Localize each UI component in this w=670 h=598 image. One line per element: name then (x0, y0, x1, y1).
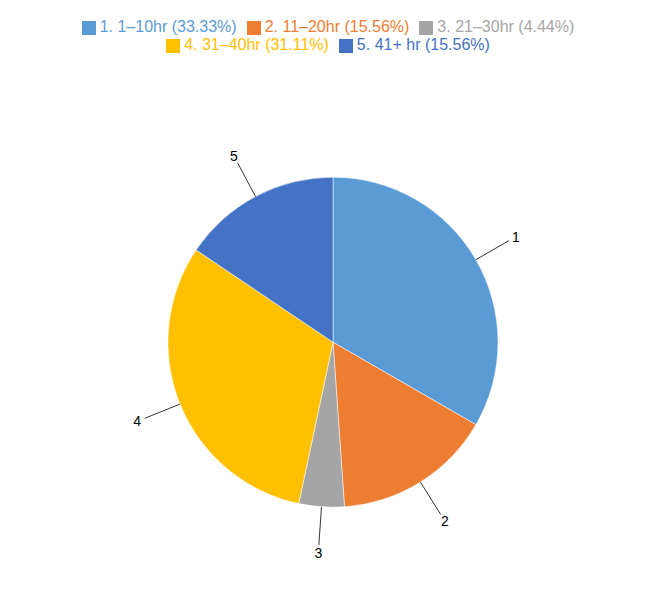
html-text:4. 31–40hr (31.11%): 4. 31–40hr (31.11%) (184, 36, 329, 53)
html-text:3. 21–30hr (4.44%): 3. 21–30hr (4.44%) (437, 18, 575, 35)
svg-text:1: 1 (512, 229, 520, 245)
html-text:5. 41+ hr (15.56%): 5. 41+ hr (15.56%) (356, 36, 490, 53)
svg-text:4: 4 (133, 413, 141, 429)
html-text:1. 1–10hr (33.33%): 1. 1–10hr (33.33%) (99, 18, 237, 35)
html-text:2. 11–20hr (15.56%): 2. 11–20hr (15.56%) (264, 18, 410, 35)
svg-text:3: 3 (314, 545, 322, 561)
svg-text:5: 5 (230, 148, 238, 164)
svg-text:2: 2 (441, 513, 449, 529)
